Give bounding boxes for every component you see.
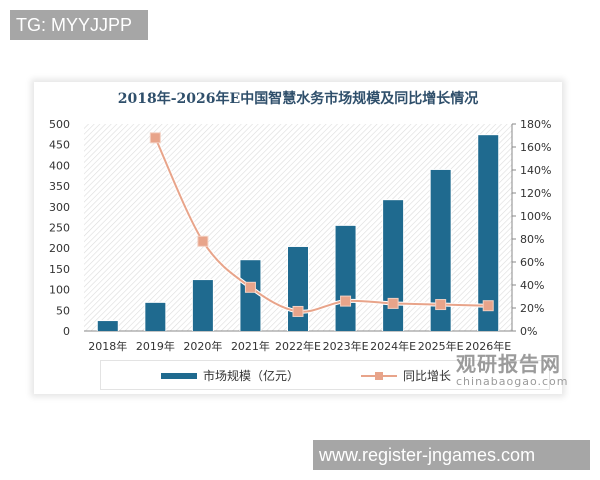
svg-text:40%: 40%	[520, 279, 544, 292]
legend-line-swatch	[361, 371, 397, 380]
svg-text:200: 200	[49, 242, 70, 255]
svg-text:0%: 0%	[520, 325, 537, 338]
svg-text:50: 50	[56, 304, 70, 317]
svg-text:2024年E: 2024年E	[370, 339, 416, 353]
svg-text:0: 0	[63, 325, 70, 338]
svg-text:2026年E: 2026年E	[465, 339, 511, 353]
svg-text:250: 250	[49, 222, 70, 235]
chart-svg: 0 50 100 150 200 250 300 350 400 450 500 0% 20% 40% 60…	[49, 118, 551, 353]
svg-text:2021年: 2021年	[231, 339, 270, 353]
svg-text:2025年E: 2025年E	[418, 339, 464, 353]
legend-item-market-size: 市场规模（亿元）	[161, 367, 299, 384]
svg-text:2022年E: 2022年E	[275, 339, 321, 353]
svg-text:100%: 100%	[520, 210, 551, 223]
svg-text:2023年E: 2023年E	[323, 339, 369, 353]
svg-text:500: 500	[49, 118, 70, 131]
svg-text:80%: 80%	[520, 233, 544, 246]
svg-text:2020年: 2020年	[183, 339, 222, 353]
svg-text:350: 350	[49, 180, 70, 193]
svg-text:2018年: 2018年	[88, 339, 127, 353]
svg-text:400: 400	[49, 159, 70, 172]
chart-title: 2018年-2026年E中国智慧水务市场规模及同比增长情况	[117, 91, 479, 107]
svg-text:120%: 120%	[520, 187, 551, 200]
svg-text:2019年: 2019年	[136, 339, 175, 353]
svg-text:60%: 60%	[520, 256, 544, 269]
chart-legend: 市场规模（亿元） 同比增长	[100, 360, 550, 390]
svg-text:450: 450	[49, 139, 70, 152]
svg-text:140%: 140%	[520, 164, 551, 177]
svg-text:300: 300	[49, 201, 70, 214]
svg-text:20%: 20%	[520, 302, 544, 315]
svg-text:100: 100	[49, 284, 70, 297]
svg-text:150: 150	[49, 263, 70, 276]
svg-text:180%: 180%	[520, 118, 551, 131]
legend-bar-swatch	[161, 372, 197, 379]
svg-text:160%: 160%	[520, 141, 551, 154]
chinabaogao-logo: 观研报告网 chinabaogao.com	[456, 352, 569, 388]
chart-frame: 2018年-2026年E中国智慧水务市场规模及同比增长情况 0 50 100 150 2…	[34, 82, 568, 394]
watermark-bottom: www.register-jngames.com	[313, 440, 590, 470]
legend-item-yoy: 同比增长	[361, 367, 451, 384]
watermark-top: TG: MYYJJPP	[10, 10, 148, 40]
